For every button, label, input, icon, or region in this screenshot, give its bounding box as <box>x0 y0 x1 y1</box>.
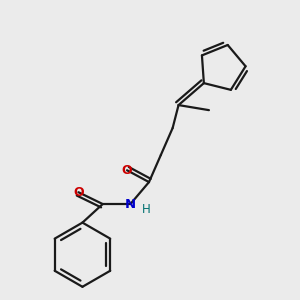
Text: O: O <box>122 164 132 177</box>
Text: N: N <box>125 197 136 211</box>
Text: H: H <box>142 202 151 216</box>
Text: O: O <box>73 186 84 199</box>
